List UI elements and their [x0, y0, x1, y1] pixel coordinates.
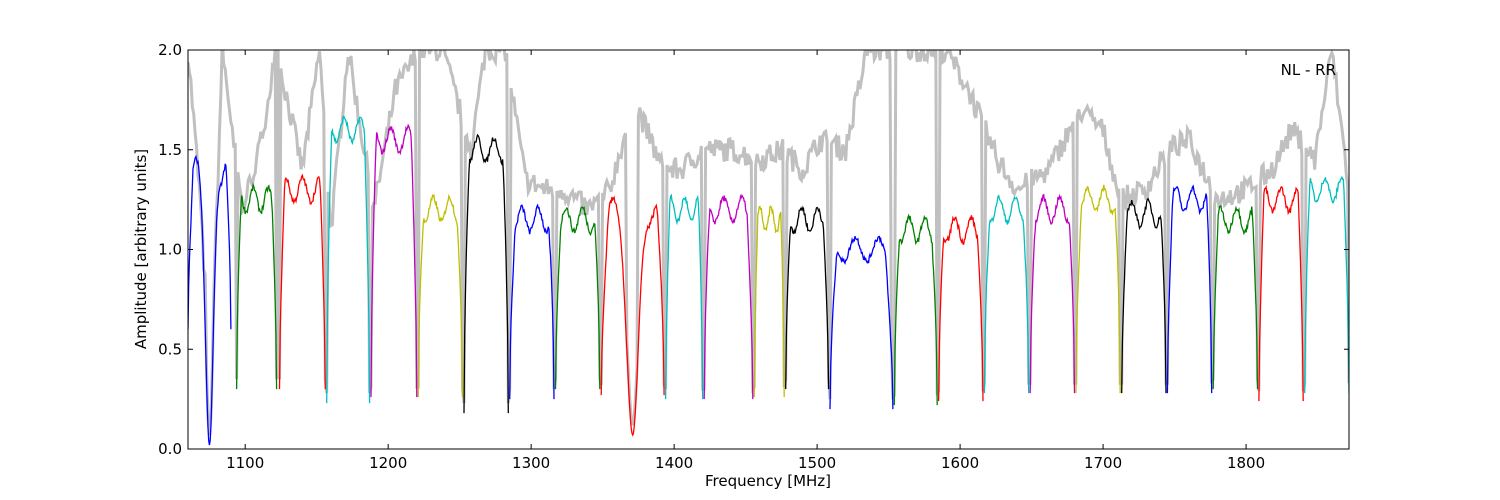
band-trace-6 — [417, 193, 464, 398]
background-trace — [188, 50, 1349, 436]
x-tick-label: 1100 — [226, 454, 264, 472]
y-tick-label: 0.0 — [158, 440, 182, 458]
band-trace-4 — [326, 115, 371, 404]
band-trace-15 — [829, 235, 894, 410]
x-tick-label: 1700 — [1084, 454, 1122, 472]
y-tick-label: 2.0 — [158, 41, 182, 59]
x-axis: 1100 1200 1300 1400 1500 1600 1700 1800 — [226, 50, 1265, 472]
y-axis: 0.0 0.5 1.0 1.5 2.0 — [158, 41, 1349, 458]
band-trace-16 — [893, 213, 938, 406]
band-trace-7 — [463, 133, 509, 414]
band-trace-12 — [703, 193, 754, 400]
band-trace-3 — [278, 173, 326, 390]
x-axis-label: Frequency [MHz] — [705, 472, 831, 490]
x-tick-label: 1800 — [1227, 454, 1265, 472]
band-trace-10 — [600, 195, 665, 437]
y-tick-label: 1.0 — [158, 241, 182, 259]
band-trace-13 — [753, 205, 785, 398]
band-series-group — [188, 115, 1349, 446]
x-tick-label: 1400 — [655, 454, 693, 472]
annotation-label: NL - RR — [1281, 61, 1336, 79]
band-trace-22 — [1166, 184, 1213, 394]
band-trace-5 — [370, 123, 418, 398]
band-trace-25 — [1304, 175, 1349, 394]
band-trace-19 — [1029, 193, 1076, 394]
x-tick-label: 1500 — [798, 454, 836, 472]
background-spectrum — [188, 50, 1349, 436]
band-trace-1 — [188, 154, 232, 446]
band-trace-2 — [235, 182, 278, 390]
x-tick-label: 1300 — [512, 454, 550, 472]
band-trace-18 — [983, 194, 1030, 394]
band-trace-17 — [937, 215, 984, 402]
band-trace-21 — [1121, 197, 1167, 394]
band-trace-8 — [509, 203, 555, 400]
x-tick-label: 1600 — [941, 454, 979, 472]
y-tick-label: 1.5 — [158, 141, 182, 159]
band-trace-14 — [785, 205, 830, 390]
y-axis-label: Amplitude [arbitrary units] — [132, 149, 150, 349]
plot-area — [188, 50, 1349, 449]
band-trace-9 — [554, 206, 601, 390]
band-trace-23 — [1212, 205, 1259, 390]
band-trace-11 — [664, 193, 704, 400]
band-trace-20 — [1075, 184, 1121, 394]
band-trace-24 — [1258, 184, 1304, 402]
y-tick-label: 0.5 — [158, 340, 182, 358]
x-tick-label: 1200 — [369, 454, 407, 472]
